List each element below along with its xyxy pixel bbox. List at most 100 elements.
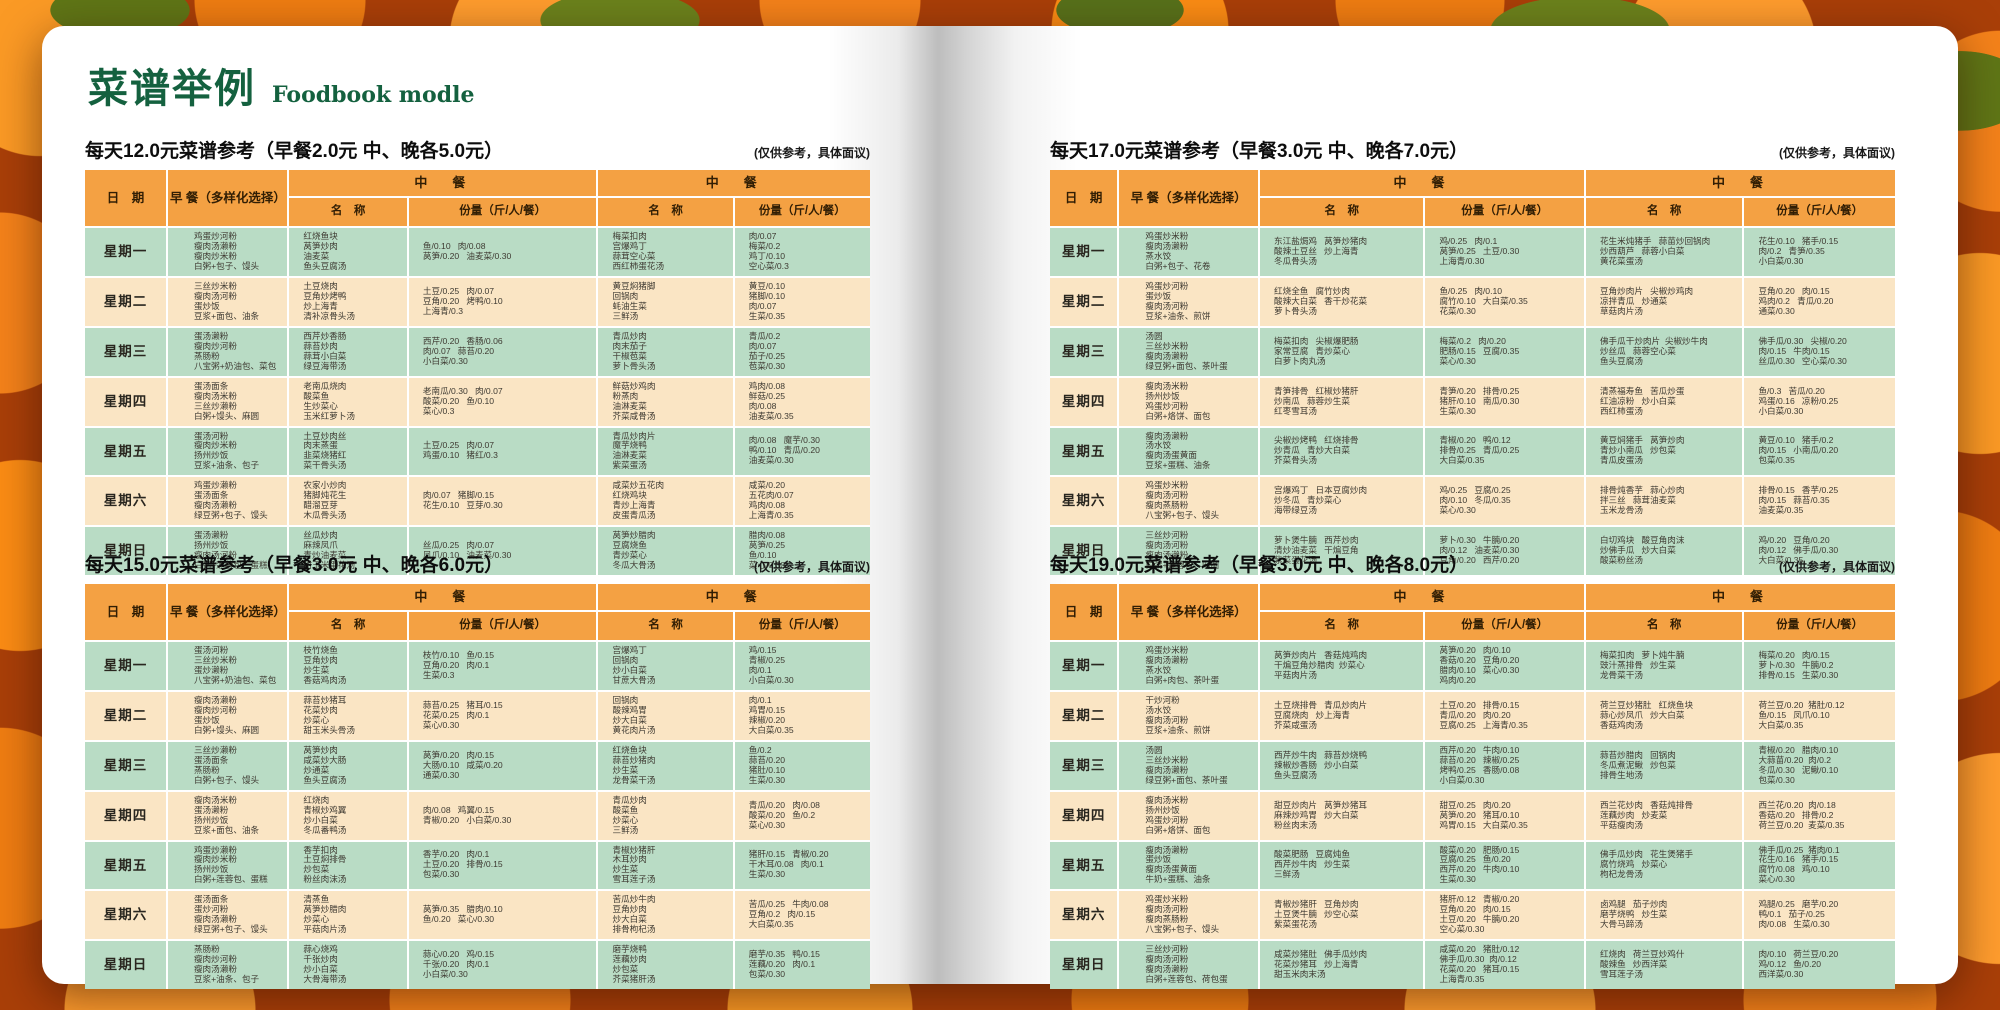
col-header-qty: 份量（斤/人/餐） xyxy=(734,612,870,640)
breakfast-cell: 鸡蛋炒米粉 瘦肉汤濑粉 蒸水饺 白粥+包子、花卷 xyxy=(1119,228,1259,276)
breakfast-cell: 瘦肉汤濑粉 蛋炒饭 瘦肉汤蛋黄面 牛奶+蛋糕、油条 xyxy=(1119,841,1259,890)
group-header-lunch: 中 餐 xyxy=(289,584,597,610)
col-header-name: 名 称 xyxy=(598,612,733,640)
lunch-name-cell: 尖椒炒烤鸭 红烧排骨 炒青瓜 青炒大白菜 芥菜骨头汤 xyxy=(1260,427,1424,476)
lunch-qty-cell: 甜豆/0.25 肉/0.20 莴笋/0.20 猪耳/0.10 鸡胃/0.15 大… xyxy=(1425,791,1584,840)
dinner-name-cell: 白切鸡块 酸豆角肉沫 炒佛手瓜 炒大白菜 酸菜粉丝汤 xyxy=(1585,527,1743,576)
table-title: 每天19.0元菜谱参考（早餐3.0元 中、晚各8.0元） xyxy=(1050,555,1469,576)
dinner-qty-cell: 青瓜/0.20 肉/0.08 酸菜/0.20 鱼/0.2 菜心/0.30 xyxy=(734,791,870,840)
day-label: 星期一 xyxy=(1050,228,1118,276)
breakfast-cell: 蛋汤河粉 瘦肉炒米粉 扬州炒饭 豆浆+油条、包子 xyxy=(167,427,288,476)
breakfast-cell: 蛋汤河粉 三丝炒米粉 蛋炒濑粉 八宝粥+奶油包、菜包 xyxy=(167,642,288,690)
lunch-name-cell: 土豆烧肉 豆角炒烤鸭 炒上海青 清补凉骨头汤 xyxy=(289,277,407,326)
dinner-qty-cell: 排骨/0.15 香芋/0.25 肉/0.15 蒜苔/0.35 油麦菜/0.35 xyxy=(1744,477,1895,526)
day-label: 星期六 xyxy=(1050,891,1118,940)
dinner-name-cell: 豆角炒肉片 尖椒炒鸡肉 凉拌青瓜 炒通菜 草菇肉片汤 xyxy=(1585,277,1743,326)
col-header-breakfast: 早 餐（多样化选择） xyxy=(1119,170,1259,226)
breakfast-cell: 瘦肉汤濑粉 瘦肉炒河粉 蛋炒饭 白粥+馒头、麻圆 xyxy=(167,691,288,740)
lunch-name-cell: 咸菜炒猪肚 佛手瓜炒肉 花菜炒猪耳 炒上海青 甜玉米肉末汤 xyxy=(1260,941,1424,990)
breakfast-cell: 鸡蛋炒濑粉 蛋汤面条 瘦肉汤濑粉 绿豆粥+包子、馒头 xyxy=(167,477,288,526)
table-title: 每天12.0元菜谱参考（早餐2.0元 中、晚各5.0元） xyxy=(85,141,504,162)
menu-table-12yuan: 每天12.0元菜谱参考（早餐2.0元 中、晚各5.0元） (仅供参考，具体面议)… xyxy=(85,136,870,576)
lunch-name-cell: 土豆炒肉丝 肉末蒸蛋 韭菜烧猪红 菜干骨头汤 xyxy=(289,427,407,476)
lunch-name-cell: 西芹炒香肠 蒜苔炒肉 蒜茸小白菜 绿豆海带汤 xyxy=(289,327,407,376)
lunch-qty-cell: 莴笋/0.20 肉/0.10 香菇/0.20 豆角/0.20 腊肉/0.10 菜… xyxy=(1425,642,1584,690)
dinner-qty-cell: 鸡腿/0.25 磨芋/0.20 鸭/0.1 茄子/0.25 肉/0.08 生菜/… xyxy=(1744,891,1895,940)
lunch-name-cell: 香芋扣肉 土豆焖排骨 炒包菜 粉丝肉沫汤 xyxy=(289,841,407,890)
dinner-qty-cell: 肉/0.08 魔芋/0.30 鸭/0.10 青瓜/0.20 油麦菜/0.30 xyxy=(734,427,870,476)
lunch-qty-cell: 肉/0.07 猪脚/0.15 花生/0.10 豆芽/0.30 xyxy=(408,477,597,526)
dinner-name-cell: 苦瓜炒牛肉 豆角炒肉 炒大白菜 排骨枸杞汤 xyxy=(598,891,733,940)
dinner-name-cell: 青瓜炒肉片 魔芋烧鸭 油淋麦菜 紫菜蛋汤 xyxy=(598,427,733,476)
lunch-qty-cell: 萝卜/0.30 牛腩/0.20 肉/0.12 油麦菜/0.30 豆角/0.20 … xyxy=(1425,527,1584,576)
breakfast-cell: 鸡蛋炒米粉 瘦肉汤河粉 瘦肉蒸肠粉 八宝粥+包子、馒头 xyxy=(1119,891,1259,940)
dinner-name-cell: 咸菜炒五花肉 红烧鸡块 青炒上海青 皮蛋青瓜汤 xyxy=(598,477,733,526)
dinner-qty-cell: 猪肝/0.15 青椒/0.20 干木耳/0.08 肉/0.1 生菜/0.30 xyxy=(734,841,870,890)
col-header-name: 名 称 xyxy=(289,198,407,226)
lunch-name-cell: 酸菜肥肠 豆腐炖鱼 西芹炒牛肉 炒生菜 三鲜汤 xyxy=(1260,841,1424,890)
day-label: 星期日 xyxy=(1050,941,1118,990)
col-header-breakfast: 早 餐（多样化选择） xyxy=(167,170,288,226)
dinner-qty-cell: 鸡/0.15 青椒/0.25 肉/0.1 小白菜/0.30 xyxy=(734,642,870,690)
dinner-qty-cell: 磨芋/0.35 鸭/0.15 莲藕/0.20 肉/0.1 包菜/0.30 xyxy=(734,941,870,990)
dinner-name-cell: 黄豆焖猪脚 回锅肉 蚝油生菜 三鲜汤 xyxy=(598,277,733,326)
breakfast-cell: 蒸肠粉 瘦肉炒河粉 瘦肉汤濑粉 豆浆+油条、包子 xyxy=(167,941,288,990)
lunch-name-cell: 红烧鱼块 莴笋炒肉 油麦菜 鱼头豆腐汤 xyxy=(289,228,407,276)
day-label: 星期四 xyxy=(85,791,166,840)
day-label: 星期一 xyxy=(85,228,166,276)
page-title: 菜谱举例 Foodbook modle xyxy=(88,56,474,114)
lunch-qty-cell: 鱼/0.10 肉/0.08 莴笋/0.20 油麦菜/0.30 xyxy=(408,228,597,276)
col-header-date: 日 期 xyxy=(85,170,166,226)
group-header-lunch: 中 餐 xyxy=(1260,170,1584,196)
day-label: 星期五 xyxy=(85,427,166,476)
day-label: 星期三 xyxy=(1050,327,1118,376)
table-title: 每天17.0元菜谱参考（早餐3.0元 中、晚各7.0元） xyxy=(1050,141,1469,162)
lunch-name-cell: 蒜苔炒猪耳 花菜炒肉 炒菜心 甜玉米头骨汤 xyxy=(289,691,407,740)
lunch-qty-cell: 咸菜/0.20 猪肚/0.12 佛手瓜/0.30 肉/0.12 花菜/0.20 … xyxy=(1425,941,1584,990)
lunch-name-cell: 农家小炒肉 猪脚炖花生 醋溜豆芽 木瓜骨头汤 xyxy=(289,477,407,526)
page-title-en: Foodbook modle xyxy=(272,82,475,108)
table-note: (仅供参考，具体面议) xyxy=(754,146,870,160)
lunch-qty-cell: 土豆/0.20 排骨/0.15 青瓜/0.20 肉/0.20 豆腐/0.25 上… xyxy=(1425,691,1584,740)
day-label: 星期四 xyxy=(1050,377,1118,426)
lunch-qty-cell: 梅菜/0.2 肉/0.20 肥肠/0.15 豆腐/0.35 菜心/0.30 xyxy=(1425,327,1584,376)
col-header-date: 日 期 xyxy=(85,584,166,640)
day-label: 星期三 xyxy=(1050,741,1118,790)
lunch-qty-cell: 枝竹/0.10 鱼/0.15 豆角/0.20 肉/0.1 生菜/0.3 xyxy=(408,642,597,690)
lunch-qty-cell: 青笋/0.20 排骨/0.25 猪肝/0.10 南瓜/0.30 生菜/0.30 xyxy=(1425,377,1584,426)
day-label: 星期一 xyxy=(85,642,166,690)
day-label: 星期三 xyxy=(85,741,166,790)
lunch-qty-cell: 丝瓜/0.25 肉/0.07 凤爪/0.10 油麦菜/0.30 xyxy=(408,527,597,576)
day-label: 星期四 xyxy=(1050,791,1118,840)
breakfast-cell: 瘦肉汤米粉 蛋汤濑粉 扬州炒饭 豆浆+面包、油条 xyxy=(167,791,288,840)
lunch-qty-cell: 肉/0.08 鸡翼/0.15 青椒/0.20 小白菜/0.30 xyxy=(408,791,597,840)
lunch-qty-cell: 土豆/0.25 肉/0.07 鸡蛋/0.10 猪红/0.3 xyxy=(408,427,597,476)
group-header-dinner: 中 餐 xyxy=(1585,584,1895,610)
lunch-qty-cell: 蒜心/0.20 鸡/0.15 千张/0.20 肉/0.1 小白菜/0.30 xyxy=(408,941,597,990)
table-note: (仅供参考，具体面议) xyxy=(754,560,870,574)
group-header-dinner: 中 餐 xyxy=(598,584,870,610)
col-header-date: 日 期 xyxy=(1050,584,1118,640)
dinner-name-cell: 佛手瓜干炒肉片 尖椒炒牛肉 炒丝瓜 蒜蓉空心菜 鱼头豆腐汤 xyxy=(1585,327,1743,376)
breakfast-cell: 蛋汤濑粉 瘦肉炒河粉 蒸肠粉 八宝粥+奶油包、菜包 xyxy=(167,327,288,376)
col-header-breakfast: 早 餐（多样化选择） xyxy=(167,584,288,640)
breakfast-cell: 瘦肉汤米粉 扬州炒饭 鸡蛋炒河粉 白粥+烙饼、面包 xyxy=(1119,377,1259,426)
col-header-qty: 份量（斤/人/餐） xyxy=(1425,198,1584,226)
dinner-qty-cell: 佛手瓜/0.25 猪肉/0.1 花生/0.16 猪手/0.15 腐竹/0.08 … xyxy=(1744,841,1895,890)
col-header-qty: 份量（斤/人/餐） xyxy=(734,198,870,226)
dinner-name-cell: 卤鸡腿 茄子炒肉 磨芋烧鸭 炒生菜 大骨马蹄汤 xyxy=(1585,891,1743,940)
breakfast-cell: 鸡蛋炒米粉 瘦肉汤河粉 瘦肉蒸肠粉 八宝粥+包子、馒头 xyxy=(1119,477,1259,526)
dinner-qty-cell: 鸡肉/0.08 鲜菇/0.25 肉/0.08 油麦菜/0.35 xyxy=(734,377,870,426)
day-label: 星期二 xyxy=(1050,277,1118,326)
breakfast-cell: 蛋汤濑粉 扬州炒饭 瘦肉汤河粉 白粥+莲蓉包、蛋糕 xyxy=(167,527,288,576)
breakfast-cell: 瘦肉汤濑粉 汤水饺 瘦肉汤蛋黄面 豆浆+蛋糕、油条 xyxy=(1119,427,1259,476)
lunch-name-cell: 甜豆炒肉片 莴笋炒猪耳 麻辣炒鸡胃 炒大白菜 粉丝肉末汤 xyxy=(1260,791,1424,840)
lunch-qty-cell: 猪肝/0.12 青椒/0.20 豆角/0.20 肉/0.15 土豆/0.20 牛… xyxy=(1425,891,1584,940)
lunch-qty-cell: 西芹/0.20 香肠/0.06 肉/0.07 蒜苔/0.20 小白菜/0.30 xyxy=(408,327,597,376)
lunch-qty-cell: 鱼/0.25 肉/0.10 腐竹/0.10 大白菜/0.35 花菜/0.30 xyxy=(1425,277,1584,326)
dinner-name-cell: 青椒炒猪肝 木耳炒肉 炒生菜 雪耳莲子汤 xyxy=(598,841,733,890)
day-label: 星期六 xyxy=(85,891,166,940)
dinner-name-cell: 红烧鱼块 蒜苔炒猪肉 炒生菜 龙骨菜干汤 xyxy=(598,741,733,790)
dinner-qty-cell: 肉/0.1 鸡胃/0.15 辣椒/0.20 大白菜/0.35 xyxy=(734,691,870,740)
dinner-name-cell: 回锅肉 酸辣鸡胃 炒大白菜 黄花肉片汤 xyxy=(598,691,733,740)
